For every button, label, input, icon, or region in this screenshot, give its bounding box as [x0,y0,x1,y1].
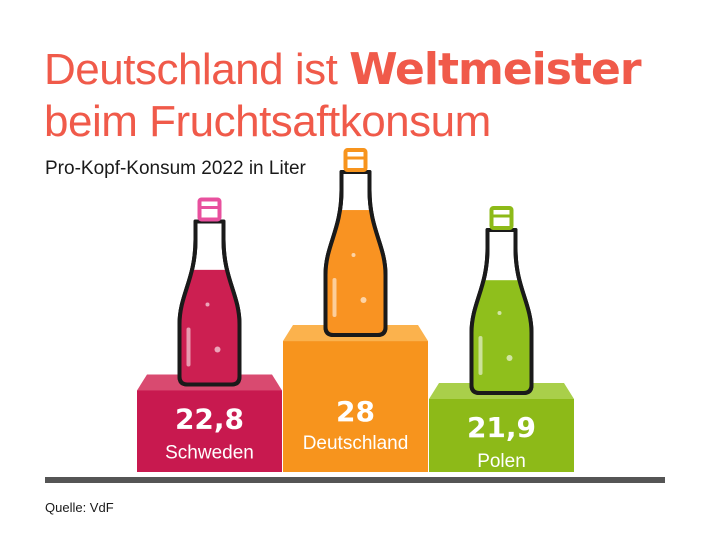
category-label: Deutschland [303,433,409,454]
title-line1-prefix: Deutschland ist [44,45,350,94]
category-label: Polen [477,451,526,472]
podium-block-schweden: 22,8 Schweden [137,374,282,472]
bottle-cap [197,197,222,222]
bubble [497,311,502,315]
source-note: Quelle: VdF [45,500,114,515]
podium-bar [429,399,574,472]
bottle-cap [489,206,514,230]
bottle-outline [177,219,242,387]
title-highlight: Weltmeister [349,44,641,95]
podium-block-deutschland: 28 Deutschland [283,325,428,472]
bottle-outline [323,170,388,338]
bubble [351,253,356,258]
bottle-polen [469,206,534,395]
bottle-juice [325,210,386,336]
value-label: 22,8 [175,402,244,435]
category-label: Schweden [165,442,254,463]
title-line2: beim Fruchtsaftkonsum [44,97,491,146]
podium-block-polen: 21,9 Polen [429,383,574,472]
bottle-cap [343,148,368,173]
chart-title: Deutschland ist Weltmeister beim Fruchts… [44,44,642,148]
bubble [506,355,513,361]
value-label: 21,9 [467,411,536,444]
bubble [214,346,221,353]
bubble [205,302,210,307]
baseline [45,477,665,483]
bottle-deutschland [323,148,388,338]
podium-bar [137,390,282,472]
bubble [360,297,367,304]
podium-bar [283,341,428,472]
chart-subtitle: Pro-Kopf-Konsum 2022 in Liter [45,158,306,179]
bottle-outline [469,228,534,395]
bottle-schweden [177,197,242,387]
value-label: 28 [336,395,375,428]
